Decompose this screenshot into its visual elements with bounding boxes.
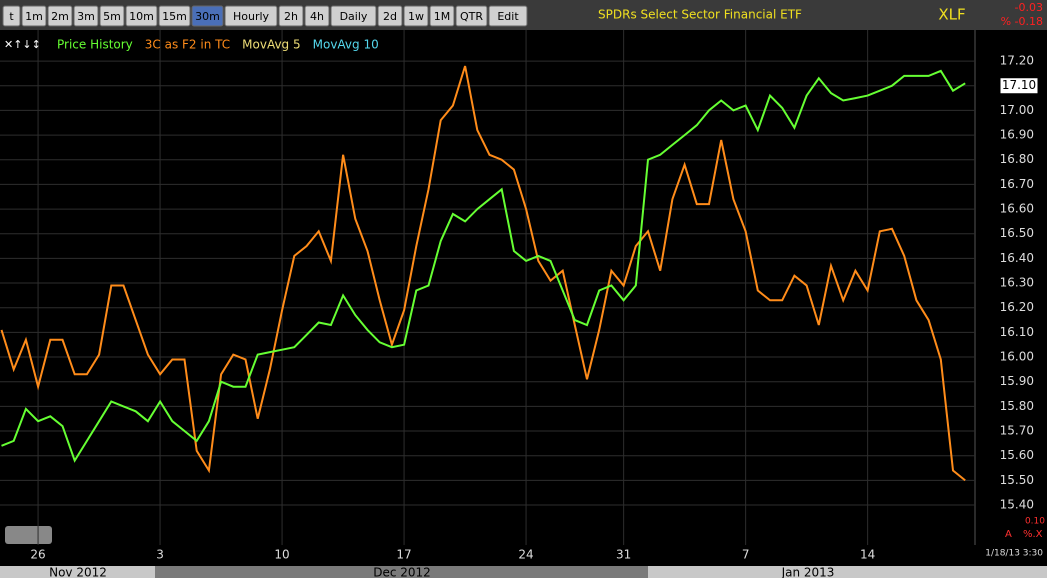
date-row (0, 545, 1047, 566)
last-price-box (999, 77, 1039, 95)
toolbar-button-label: 3m (77, 10, 95, 23)
toolbar-button[interactable] (73, 5, 99, 27)
toolbar-button-label: 30m (195, 10, 220, 23)
toolbar-button-label: 1M (434, 10, 451, 23)
y-tick-label: 16.40 (1000, 251, 1034, 265)
toolbar-button-label: 2m (51, 10, 69, 23)
legend-entry[interactable]: MovAvg 5 (242, 38, 300, 52)
mode-button[interactable]: %.X (1023, 529, 1043, 540)
toolbar-button-label: 4h (310, 10, 324, 23)
toolbar-button[interactable] (125, 5, 158, 27)
y-tick-label: 17.00 (1000, 103, 1034, 117)
y-tick-label: 16.10 (1000, 325, 1034, 339)
mode-button[interactable]: A (1005, 529, 1012, 540)
y-tick-label: 16.50 (1000, 226, 1034, 240)
y-tick-label: 15.90 (1000, 374, 1034, 388)
y-tick-label: 16.30 (1000, 276, 1034, 290)
y-tick-label: 15.40 (1000, 498, 1034, 512)
toolbar-button[interactable] (278, 5, 304, 27)
toolbar-button[interactable] (2, 5, 21, 27)
x-tick-label: 26 (30, 548, 45, 562)
toolbar-button-label: t (9, 10, 14, 23)
x-tick-label: 24 (518, 548, 533, 562)
symbol: XLF (938, 6, 965, 24)
toolbar-button-label: 5m (103, 10, 121, 23)
chart-title: SPDRs Select Sector Financial ETF (598, 8, 802, 22)
y-tick-label: 16.20 (1000, 300, 1034, 314)
y-tick-label: 16.70 (1000, 177, 1034, 191)
scale-step: 0.10 (1025, 517, 1045, 527)
month-label: Dec 2012 (373, 566, 431, 578)
series-line (0, 65, 966, 482)
y-tick-label: 15.60 (1000, 448, 1034, 462)
month-label: Nov 2012 (49, 566, 107, 578)
legend-entry[interactable]: Price History (57, 38, 133, 52)
legend-entry[interactable]: 3C as F2 in TC (145, 38, 230, 52)
mode-button[interactable]: L (1014, 529, 1020, 540)
x-tick-label: 17 (396, 548, 411, 562)
toolbar-button[interactable] (455, 5, 488, 27)
month-band (155, 566, 648, 578)
last-price-label: 17.10 (1002, 78, 1036, 92)
toolbar-button[interactable] (429, 5, 455, 27)
plot-area (0, 30, 975, 545)
x-tick-label: 7 (742, 548, 750, 562)
toolbar-button[interactable] (47, 5, 73, 27)
toolbar-button-label: Edit (497, 10, 519, 23)
y-tick-label: 16.90 (1000, 128, 1034, 142)
toolbar-button[interactable] (330, 5, 377, 27)
toolbar-button-label: 1w (408, 10, 424, 23)
toolbar-button-label: Daily (340, 10, 368, 23)
x-tick-label: 14 (860, 548, 875, 562)
y-tick-label: 15.50 (1000, 473, 1034, 487)
y-tick-label: 16.80 (1000, 152, 1034, 166)
x-tick-label: 31 (616, 548, 631, 562)
y-tick-label: 16.00 (1000, 350, 1034, 364)
legend-entry[interactable]: MovAvg 10 (313, 38, 379, 52)
toolbar-button[interactable] (191, 5, 224, 27)
month-label: Jan 2013 (781, 566, 835, 578)
change: -0.03 (1015, 1, 1043, 14)
x-tick-label: 3 (156, 548, 164, 562)
toolbar-button[interactable] (99, 5, 125, 27)
toolbar-button-label: 15m (162, 10, 187, 23)
x-tick-label: 10 (274, 548, 289, 562)
toolbar-button-label: 2d (383, 10, 397, 23)
y-tick-label: 17.20 (1000, 54, 1034, 68)
toolbar-button[interactable] (21, 5, 47, 27)
toolbar-button[interactable] (304, 5, 330, 27)
y-tick-label: 15.80 (1000, 399, 1034, 413)
toolbar-button[interactable] (158, 5, 191, 27)
toolbar-button[interactable] (224, 5, 278, 27)
series-line (1, 69, 966, 463)
legend-icons: ✕↑↓↕ (4, 38, 41, 51)
change-pct: % -0.18 (1001, 15, 1043, 28)
y-tick-label: 16.60 (1000, 202, 1034, 216)
toolbar-button[interactable] (488, 5, 528, 27)
toolbar-button[interactable] (403, 5, 429, 27)
toolbar-button-label: 10m (129, 10, 154, 23)
y-tick-label: 15.70 (1000, 424, 1034, 438)
toolbar-button-label: QTR (460, 10, 483, 23)
scroll-button[interactable] (5, 526, 52, 544)
toolbar-button-label: 1m (25, 10, 43, 23)
toolbar-button-label: Hourly (233, 10, 270, 23)
y-axis-panel (975, 30, 1047, 545)
timestamp: 1/18/13 3:30 (985, 549, 1043, 559)
toolbar-button[interactable] (377, 5, 403, 27)
toolbar-button-label: 2h (284, 10, 298, 23)
